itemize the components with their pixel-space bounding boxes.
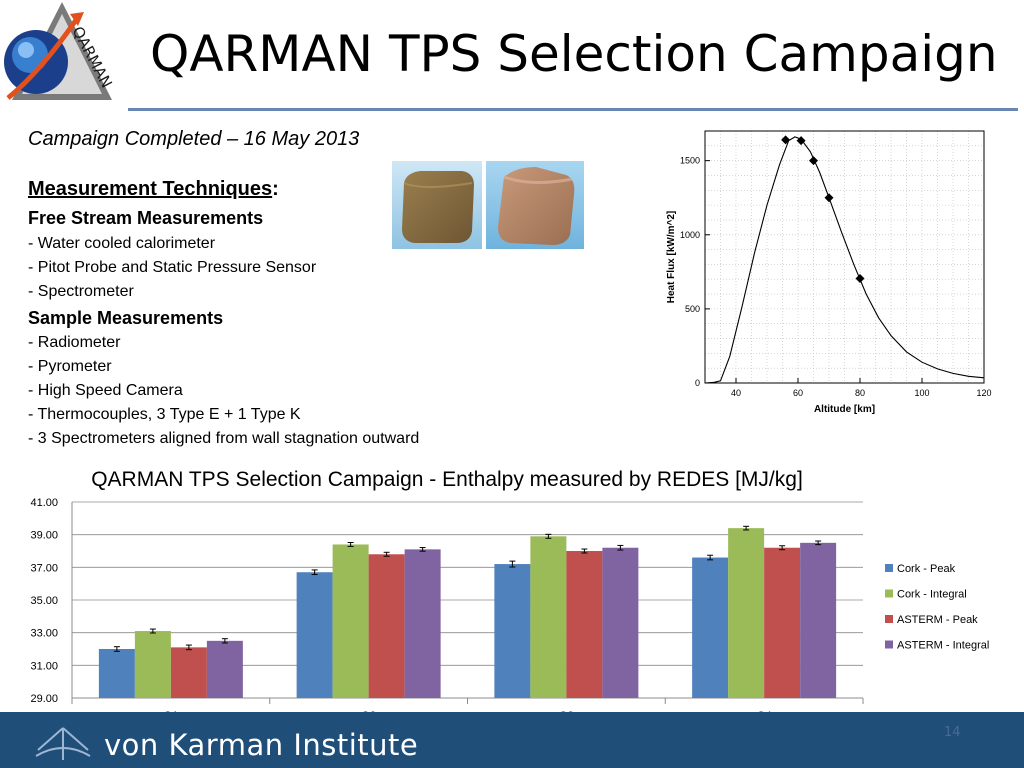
heat-flux-curve — [704, 136, 985, 384]
list-item: - Water cooled calorimeter — [28, 235, 216, 252]
x-axis-label: Altitude [km] — [814, 404, 875, 415]
bar-cork-peak — [98, 649, 135, 698]
footer-band — [0, 712, 1024, 768]
free-stream-heading: Free Stream Measurements — [28, 208, 264, 228]
list-item: - 3 Spectrometers aligned from wall stag… — [28, 430, 420, 447]
bar-asterm-integral — [404, 549, 441, 698]
techniques-heading: Measurement Techniques: — [28, 178, 279, 201]
x-tick-label: Q1 — [164, 710, 179, 712]
list-item: - Pitot Probe and Static Pressure Sensor — [28, 259, 317, 276]
enthalpy-bar-chart: QARMAN TPS Selection Campaign - Enthalpy… — [17, 468, 1012, 712]
bar-cork-integral — [134, 631, 171, 698]
trajectory-point-marker — [809, 156, 818, 166]
x-tick-label: 120 — [976, 388, 991, 398]
trajectory-point-marker — [855, 273, 865, 283]
bar-chart-title: QARMAN TPS Selection Campaign - Enthalpy… — [91, 468, 803, 491]
trajectory-point-marker — [781, 135, 791, 145]
heat-flux-chart: 40 60 80 100 120 0 500 1000 1500 Altitude [km] Hea… — [662, 126, 1002, 416]
plot-border — [704, 130, 985, 384]
bar-cork-integral — [728, 528, 765, 698]
bar-cork-integral — [332, 544, 369, 698]
legend-label: Cork - Peak — [897, 563, 956, 575]
bar-asterm-peak — [170, 647, 207, 698]
x-tick-label: 40 — [731, 388, 741, 398]
heat-flux-svg: 40 60 80 100 120 0 500 1000 1500 Altitude [km] Hea… — [666, 130, 992, 415]
bar-asterm-peak — [566, 551, 603, 698]
legend-swatch — [885, 640, 893, 649]
y-tick-label: 29.00 — [30, 693, 58, 705]
list-item: - High Speed Camera — [28, 382, 183, 399]
bar-asterm-integral — [206, 640, 243, 698]
bar-asterm-integral — [602, 547, 639, 698]
cork-sample-photo — [392, 161, 482, 249]
legend-label: Cork - Integral — [897, 589, 967, 601]
y-tick-label: 500 — [685, 304, 700, 314]
y-tick-label: 41.00 — [30, 497, 58, 509]
x-tick-label: Q4 — [757, 710, 772, 712]
asterm-sample-photo — [486, 161, 584, 249]
bar-cork-integral — [530, 536, 567, 698]
y-tick-label: 35.00 — [30, 595, 58, 607]
x-tick-label: Q3 — [559, 710, 574, 712]
legend-label: ASTERM - Integral — [897, 640, 989, 652]
legend-swatch — [885, 564, 893, 572]
list-item: - Thermocouples, 3 Type E + 1 Type K — [28, 406, 301, 423]
y-tick-label: 1500 — [680, 156, 700, 166]
sample-heading: Sample Measurements — [28, 308, 224, 328]
list-item: - Spectrometer — [28, 283, 134, 300]
bar-cork-peak — [296, 572, 333, 698]
page-number: 14 — [944, 725, 961, 740]
y-tick-label: 39.00 — [30, 530, 58, 542]
legend-label: ASTERM - Peak — [897, 614, 978, 626]
list-item: - Pyrometer — [28, 358, 112, 375]
trajectory-point-marker — [796, 136, 806, 146]
bar-asterm-peak — [764, 547, 801, 698]
techniques-heading-label: Measurement Techniques — [28, 178, 273, 200]
techniques-heading-colon: : — [272, 178, 279, 200]
legend-swatch — [885, 615, 893, 623]
page-title: QARMAN TPS Selection Campaign — [150, 25, 998, 83]
y-tick-label: 33.00 — [30, 628, 58, 640]
bar-cork-peak — [692, 557, 729, 698]
x-tick-label: Q2 — [361, 710, 376, 712]
y-tick-label: 31.00 — [30, 660, 58, 672]
title-divider — [128, 108, 1018, 111]
bar-cork-peak — [494, 564, 531, 698]
qarman-logo-graphic: QARMAN — [4, 2, 116, 100]
enthalpy-bar-svg: 29.00 31.00 33.00 35.00 37.00 39.00 41.00 Q1 Q2 Q… — [30, 497, 989, 712]
y-tick-label: 37.00 — [30, 562, 58, 574]
x-tick-label: 80 — [855, 388, 865, 398]
y-tick-label: 1000 — [680, 230, 700, 240]
x-tick-label: 60 — [793, 388, 803, 398]
bar-asterm-integral — [800, 542, 837, 698]
campaign-completed-text: Campaign Completed – 16 May 2013 — [28, 128, 360, 150]
list-item: - Radiometer — [28, 334, 121, 351]
qarman-logo: QARMAN — [0, 0, 128, 110]
vki-emblem-icon — [28, 720, 98, 762]
x-tick-label: 100 — [914, 388, 929, 398]
legend-swatch — [885, 589, 893, 598]
institute-name: von Karman Institute — [104, 728, 419, 762]
y-tick-label: 0 — [695, 378, 700, 388]
trajectory-point-marker — [824, 193, 834, 203]
bar-asterm-peak — [368, 554, 405, 698]
y-axis-label: Heat Flux [kW/m^2] — [666, 211, 677, 304]
